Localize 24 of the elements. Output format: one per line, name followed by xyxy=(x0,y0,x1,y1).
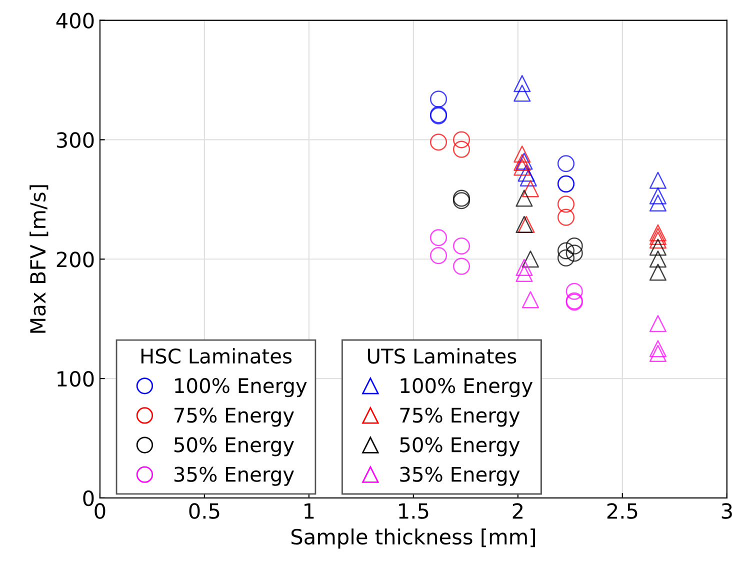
x-tick-label: 0 xyxy=(94,503,106,519)
legend-label: 35% Energy xyxy=(174,466,294,486)
y-tick-label: 300 xyxy=(56,132,94,148)
x-tick-label: 1.5 xyxy=(399,503,428,519)
text: UTS Laminates xyxy=(368,348,516,364)
y-tick-label: 200 xyxy=(56,252,94,268)
legend-label: 50% Energy xyxy=(174,437,294,456)
x-tick-label: 2 xyxy=(512,503,522,519)
x-tick-label: 3 xyxy=(722,503,732,519)
y-tick-label: 100 xyxy=(58,370,94,387)
x-tick-label: 0.5 xyxy=(189,503,220,519)
legend-label: 100% Energy xyxy=(400,378,533,398)
legend-label: 50% Energy xyxy=(400,437,520,456)
legend-label: 75% Energy xyxy=(400,408,520,427)
legend-label: 75% Energy xyxy=(174,408,294,427)
y-axis-title: Max BFV [m/s] xyxy=(30,185,48,333)
y-tick-label: 400 xyxy=(56,12,94,29)
x-axis-title: Sample thickness [mm] xyxy=(292,528,535,549)
legend-label: 100% Energy xyxy=(175,378,307,398)
x-tick-label: 1 xyxy=(304,503,314,519)
y-tick-label: 0 xyxy=(83,490,94,506)
text: HSC Laminates xyxy=(141,348,292,364)
legend-label: 35% Energy xyxy=(400,466,520,486)
x-tick-label: 2.5 xyxy=(607,503,638,519)
